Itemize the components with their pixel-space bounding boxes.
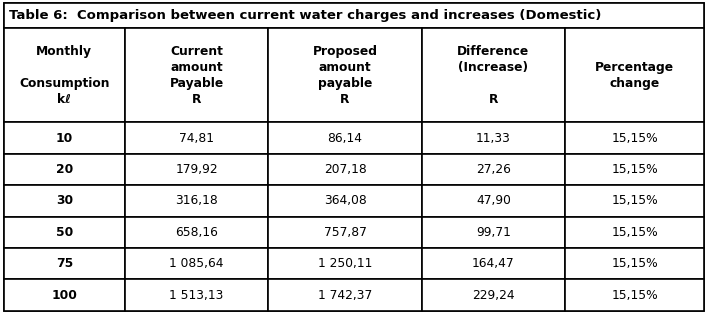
Bar <box>268 28 422 122</box>
Bar <box>268 122 422 154</box>
Bar <box>268 279 422 311</box>
Text: 1 085,64: 1 085,64 <box>169 257 224 270</box>
Text: Current
amount
Payable
R: Current amount Payable R <box>169 45 224 106</box>
Text: 207,18: 207,18 <box>324 163 367 176</box>
Bar <box>125 185 268 217</box>
Bar <box>4 154 125 185</box>
Text: 15,15%: 15,15% <box>612 226 658 239</box>
Text: 99,71: 99,71 <box>476 226 511 239</box>
Text: 1 250,11: 1 250,11 <box>318 257 372 270</box>
Text: 50: 50 <box>56 226 73 239</box>
Text: Monthly

Consumption
kℓ: Monthly Consumption kℓ <box>19 45 110 106</box>
Bar <box>268 217 422 248</box>
Bar <box>422 28 565 122</box>
Bar <box>565 122 704 154</box>
Text: 15,15%: 15,15% <box>612 132 658 144</box>
Text: 364,08: 364,08 <box>324 194 367 207</box>
Text: Percentage
change: Percentage change <box>595 61 674 90</box>
Text: 179,92: 179,92 <box>176 163 218 176</box>
Text: 229,24: 229,24 <box>472 289 515 302</box>
Bar <box>4 279 125 311</box>
Text: Difference
(Increase)

R: Difference (Increase) R <box>457 45 530 106</box>
Bar <box>4 185 125 217</box>
Bar <box>4 3 704 28</box>
Bar <box>125 28 268 122</box>
Text: 75: 75 <box>56 257 73 270</box>
Bar <box>125 122 268 154</box>
Text: 15,15%: 15,15% <box>612 163 658 176</box>
Bar <box>422 248 565 279</box>
Bar <box>4 217 125 248</box>
Bar <box>565 217 704 248</box>
Bar <box>565 185 704 217</box>
Bar <box>4 248 125 279</box>
Text: 11,33: 11,33 <box>476 132 511 144</box>
Text: 27,26: 27,26 <box>476 163 511 176</box>
Bar <box>565 154 704 185</box>
Text: 47,90: 47,90 <box>476 194 511 207</box>
Bar <box>422 279 565 311</box>
Text: 20: 20 <box>56 163 73 176</box>
Text: Proposed
amount
payable
R: Proposed amount payable R <box>312 45 377 106</box>
Bar <box>4 122 125 154</box>
Bar <box>125 217 268 248</box>
Text: 164,47: 164,47 <box>472 257 515 270</box>
Bar <box>422 185 565 217</box>
Bar <box>565 279 704 311</box>
Bar <box>125 154 268 185</box>
Text: 30: 30 <box>56 194 73 207</box>
Text: Table 6:  Comparison between current water charges and increases (Domestic): Table 6: Comparison between current wate… <box>9 9 602 22</box>
Bar <box>268 185 422 217</box>
Bar <box>125 279 268 311</box>
Text: 100: 100 <box>52 289 77 302</box>
Bar <box>125 248 268 279</box>
Text: 1 513,13: 1 513,13 <box>169 289 224 302</box>
Text: 15,15%: 15,15% <box>612 289 658 302</box>
Text: 10: 10 <box>56 132 73 144</box>
Bar <box>565 248 704 279</box>
Text: 658,16: 658,16 <box>175 226 218 239</box>
Bar <box>4 28 125 122</box>
Bar <box>268 248 422 279</box>
Bar <box>422 154 565 185</box>
Text: 15,15%: 15,15% <box>612 194 658 207</box>
Text: 15,15%: 15,15% <box>612 257 658 270</box>
Bar <box>565 28 704 122</box>
Bar <box>422 217 565 248</box>
Bar <box>422 122 565 154</box>
Text: 1 742,37: 1 742,37 <box>318 289 372 302</box>
Text: 74,81: 74,81 <box>179 132 214 144</box>
Text: 757,87: 757,87 <box>324 226 367 239</box>
Text: 86,14: 86,14 <box>328 132 362 144</box>
Text: 316,18: 316,18 <box>176 194 218 207</box>
Bar <box>268 154 422 185</box>
